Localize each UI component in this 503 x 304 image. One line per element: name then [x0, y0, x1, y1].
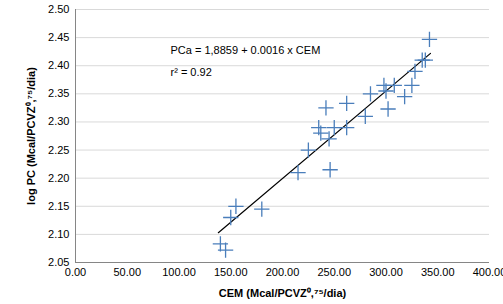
svg-text:PCa = 1,8859 + 0.0016 x CEM: PCa = 1,8859 + 0.0016 x CEM	[171, 44, 321, 56]
svg-text:2.20: 2.20	[48, 172, 69, 184]
svg-text:400.00: 400.00	[473, 266, 503, 278]
svg-text:2.45: 2.45	[48, 31, 69, 43]
svg-text:2.05: 2.05	[48, 256, 69, 268]
svg-text:150.00: 150.00	[214, 266, 248, 278]
svg-text:CEM (Mcal/PCVZ⁰,⁷⁵/dia): CEM (Mcal/PCVZ⁰,⁷⁵/dia)	[219, 287, 347, 299]
svg-text:0.00: 0.00	[65, 266, 86, 278]
svg-text:350.00: 350.00	[421, 266, 455, 278]
svg-text:2.10: 2.10	[48, 228, 69, 240]
svg-text:2.25: 2.25	[48, 144, 69, 156]
svg-text:50.00: 50.00	[113, 266, 141, 278]
svg-text:100.00: 100.00	[162, 266, 196, 278]
svg-text:300.00: 300.00	[369, 266, 403, 278]
svg-text:250.00: 250.00	[317, 266, 351, 278]
svg-text:r² = 0.92: r² = 0.92	[171, 66, 212, 78]
svg-text:2.40: 2.40	[48, 59, 69, 71]
svg-text:2.35: 2.35	[48, 87, 69, 99]
svg-text:log PC (Mcal/PCVZ⁰,⁷⁵/dia): log PC (Mcal/PCVZ⁰,⁷⁵/dia)	[25, 67, 37, 205]
svg-text:2.15: 2.15	[48, 200, 69, 212]
svg-text:2.50: 2.50	[48, 3, 69, 15]
svg-text:200.00: 200.00	[266, 266, 300, 278]
svg-text:2.30: 2.30	[48, 115, 69, 127]
